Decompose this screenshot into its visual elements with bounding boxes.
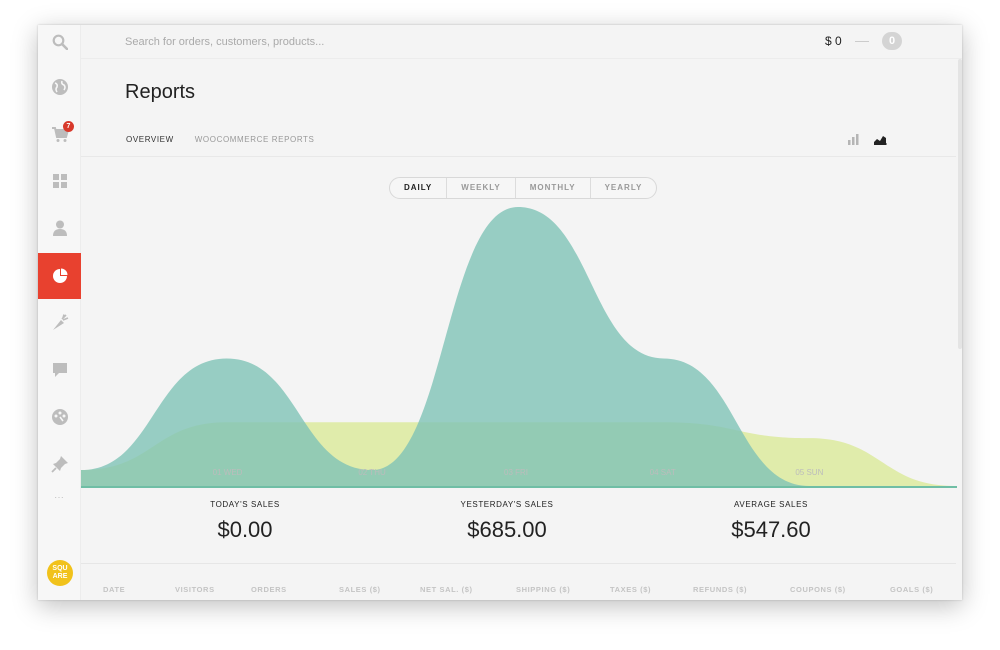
sidebar-item-dashboard[interactable]: [38, 158, 81, 204]
chart-view-toggles: [847, 133, 887, 145]
sidebar-item-reports[interactable]: [38, 253, 81, 299]
sidebar-item-appearance[interactable]: [38, 394, 81, 440]
period-weekly[interactable]: WEEKLY: [447, 178, 516, 198]
cart-badge: 7: [63, 121, 74, 132]
sidebar: 7 ... SQU ARE: [38, 25, 81, 600]
sidebar-item-pin[interactable]: [38, 441, 81, 487]
header-divider: [81, 156, 956, 157]
sales-stats: TODAY'S SALES $0.00 YESTERDAY'S SALES $6…: [81, 489, 957, 563]
palette-icon: [51, 409, 68, 425]
column-shipping[interactable]: SHIPPING ($): [516, 585, 571, 594]
stat-label: AVERAGE SALES: [734, 500, 808, 509]
sidebar-item-customers[interactable]: [38, 205, 81, 251]
column-refunds[interactable]: REFUNDS ($): [693, 585, 748, 594]
search-input[interactable]: [125, 34, 545, 50]
column-coupons[interactable]: COUPONS ($): [790, 585, 846, 594]
pin-icon: [50, 456, 68, 473]
scrollbar[interactable]: [958, 59, 962, 349]
sidebar-more[interactable]: ...: [54, 491, 65, 500]
reports-pie-icon: [52, 268, 67, 283]
globe-icon: [51, 79, 68, 95]
x-tick-label: 01 WED: [213, 468, 243, 477]
stat-value: $685.00: [467, 517, 547, 542]
area-chart-icon[interactable]: [874, 133, 887, 145]
period-yearly[interactable]: YEARLY: [604, 183, 643, 192]
column-goals[interactable]: GOALS ($): [890, 585, 934, 594]
dashboard-grid-icon: [52, 174, 67, 188]
search-button[interactable]: [38, 25, 81, 59]
column-sales[interactable]: SALES ($): [339, 585, 381, 594]
top-bar: $ 0 0: [52, 25, 962, 59]
stat-value: $0.00: [217, 517, 273, 542]
period-selector: DAILY WEEKLY MONTHLY YEARLY: [389, 177, 658, 199]
user-icon: [52, 220, 67, 236]
bar-chart-icon[interactable]: [847, 133, 860, 145]
sidebar-item-comments[interactable]: [38, 347, 81, 393]
sidebar-item-products[interactable]: [38, 300, 81, 346]
column-date[interactable]: DATE: [103, 585, 126, 594]
tab-woocommerce-reports[interactable]: WOOCOMMERCE REPORTS: [194, 135, 315, 144]
report-tabs: OVERVIEW WOOCOMMERCE REPORTS: [126, 135, 314, 144]
carrot-icon: [52, 314, 68, 330]
x-tick-label: 02 THU: [358, 468, 386, 477]
page-title: Reports: [125, 81, 196, 103]
cart-total[interactable]: $ 0: [825, 34, 842, 48]
column-orders[interactable]: ORDERS: [251, 585, 287, 594]
x-tick-label: 03 FRI: [504, 468, 528, 477]
stat-value: $547.60: [731, 517, 811, 542]
stat-todays-sales: TODAY'S SALES $0.00: [115, 489, 375, 543]
sidebar-item-cart[interactable]: 7: [38, 111, 81, 157]
app-window: 7 ... SQU ARE: [38, 25, 962, 600]
column-taxes[interactable]: TAXES ($): [610, 585, 652, 594]
stat-label: YESTERDAY'S SALES: [460, 500, 554, 509]
sales-area-chart: 01 WED 02 THU 03 FRI 04 SAT 05 SUN: [81, 206, 957, 488]
column-net-sales[interactable]: NET SAL. ($): [420, 585, 473, 594]
period-monthly[interactable]: MONTHLY: [516, 178, 591, 198]
search-icon: [52, 34, 68, 50]
comment-icon: [52, 363, 67, 377]
logo-text-bottom: ARE: [52, 573, 68, 580]
logo-text-top: SQU: [52, 565, 68, 572]
stat-average-sales: AVERAGE SALES $547.60: [641, 489, 901, 543]
x-tick-label: 05 SUN: [795, 468, 823, 477]
area-series-0: [81, 206, 955, 486]
period-daily[interactable]: DAILY: [390, 178, 448, 198]
sidebar-item-globe[interactable]: [38, 64, 81, 110]
cart-count-badge[interactable]: 0: [882, 32, 902, 50]
cart-separator: [855, 41, 869, 42]
column-visitors[interactable]: VISITORS: [175, 585, 215, 594]
stats-divider: [81, 563, 956, 564]
report-table-header: DATE VISITORS ORDERS SALES ($) NET SAL. …: [81, 585, 957, 597]
tab-overview[interactable]: OVERVIEW: [126, 135, 174, 144]
stat-yesterdays-sales: YESTERDAY'S SALES $685.00: [377, 489, 637, 543]
x-tick-label: 04 SAT: [650, 468, 676, 477]
stat-label: TODAY'S SALES: [210, 500, 280, 509]
square-logo[interactable]: SQU ARE: [47, 560, 73, 586]
